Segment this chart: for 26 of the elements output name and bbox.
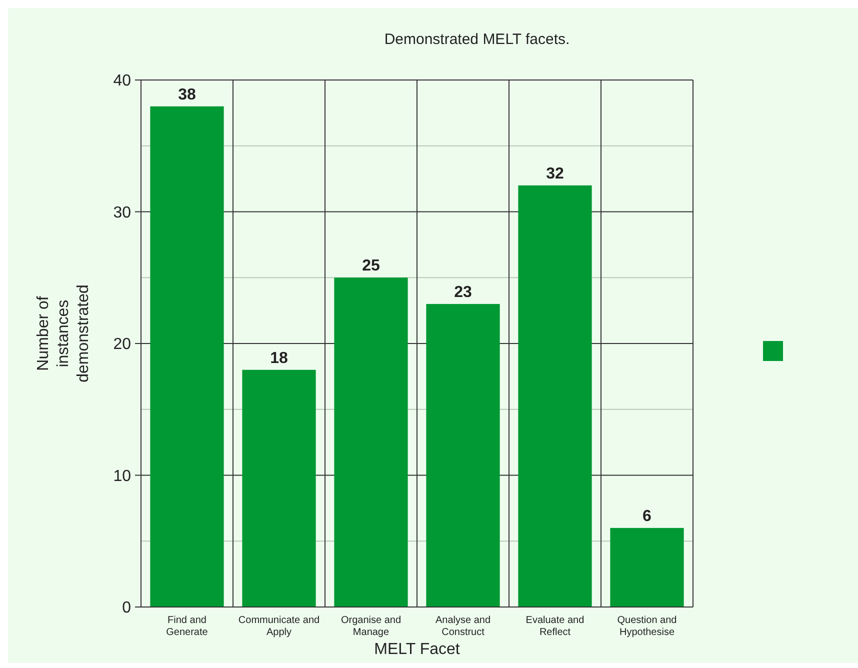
data-label: 25 bbox=[362, 258, 380, 275]
x-tick-label: Evaluate and Reflect bbox=[526, 615, 584, 638]
y-tick-label: 10 bbox=[113, 468, 132, 485]
bar bbox=[242, 370, 316, 607]
data-label: 38 bbox=[178, 86, 196, 104]
bar bbox=[334, 278, 408, 607]
y-tick-label: 20 bbox=[113, 336, 132, 354]
y-axis-title: Number of instances demonstrated bbox=[35, 284, 92, 382]
data-label: 23 bbox=[454, 284, 472, 301]
x-tick-label: Find and Generate bbox=[166, 615, 208, 638]
x-tick-label: Communicate and Apply bbox=[238, 615, 320, 638]
bar bbox=[518, 185, 592, 607]
bar bbox=[150, 106, 224, 607]
x-tick-label: Organise and Manage bbox=[340, 615, 402, 638]
x-axis-title: MELT Facet bbox=[374, 641, 460, 658]
y-tick-label: 40 bbox=[113, 72, 132, 90]
bar bbox=[426, 304, 500, 607]
data-label: 18 bbox=[270, 350, 288, 367]
x-tick-label: Analyse and Construct bbox=[435, 615, 491, 638]
x-tick-label: Question and Hypothesise bbox=[617, 615, 677, 638]
data-label: 6 bbox=[642, 508, 652, 525]
y-tick-label: 30 bbox=[113, 204, 132, 222]
bar bbox=[610, 528, 684, 607]
chart-title: Demonstrated MELT facets. bbox=[384, 31, 570, 48]
y-tick-label: 0 bbox=[122, 600, 132, 617]
data-label: 32 bbox=[546, 165, 564, 182]
